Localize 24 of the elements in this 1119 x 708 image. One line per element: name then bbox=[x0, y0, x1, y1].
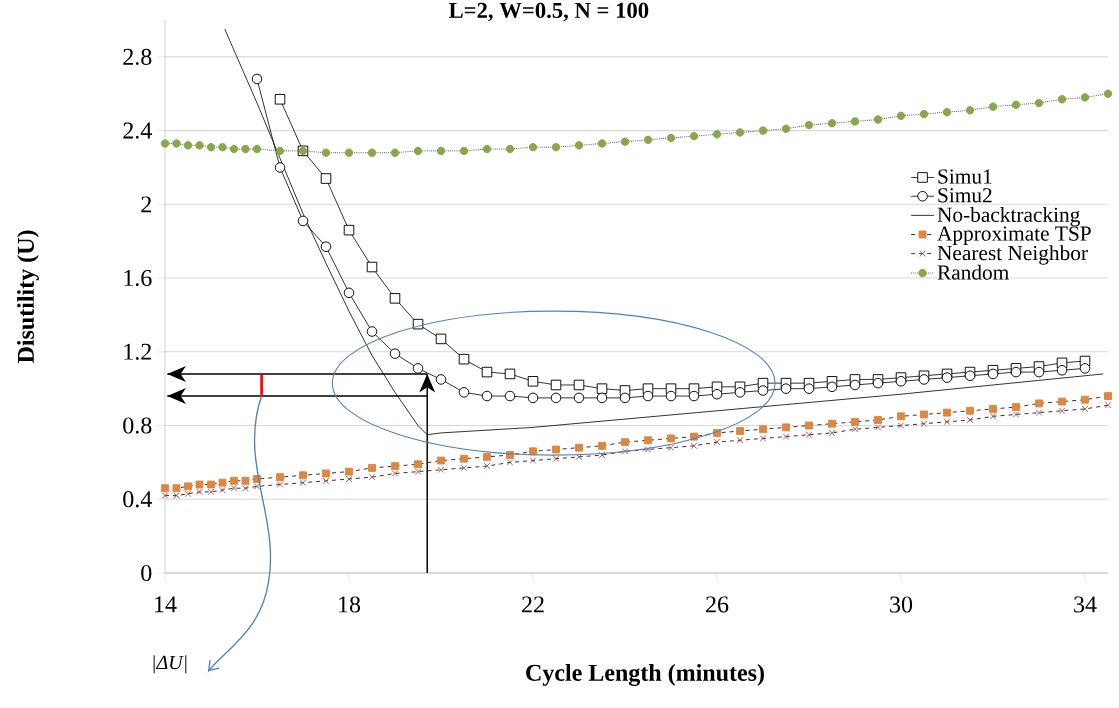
y-axis-title: Disutility (U) bbox=[17, 230, 39, 364]
y-tick-label: 2.4 bbox=[123, 122, 152, 139]
x-tick-label: 26 bbox=[706, 596, 729, 613]
y-tick-label: 2 bbox=[141, 196, 151, 213]
annotation: |ΔU| bbox=[153, 655, 187, 674]
x-tick-label: 22 bbox=[522, 596, 544, 613]
y-tick-label: 0.4 bbox=[123, 491, 152, 508]
x-tick-label: 14 bbox=[155, 596, 177, 613]
legend-label: Random bbox=[937, 264, 1009, 280]
x-tick-label: 34 bbox=[1074, 596, 1097, 613]
legend-label: Simu1 bbox=[938, 169, 992, 184]
x-axis-title: Cycle Length (minutes) bbox=[526, 663, 764, 686]
y-tick-label: 2.8 bbox=[123, 48, 152, 66]
chart-title: L=2, W=0.5, N = 100 bbox=[448, 2, 649, 22]
y-tick-label: 0.8 bbox=[123, 417, 152, 434]
y-tick-label: 1.2 bbox=[124, 343, 151, 360]
legend-label: Nearest Neighbor bbox=[937, 245, 1088, 265]
legend-label: Approximate TSP bbox=[937, 226, 1091, 246]
x-tick-label: 30 bbox=[890, 596, 913, 613]
y-tick-label: 1.6 bbox=[124, 269, 152, 287]
legend-label: No-backtracking bbox=[937, 206, 1080, 227]
legend-label: Simu2 bbox=[938, 188, 992, 203]
x-tick-label: 18 bbox=[339, 596, 361, 613]
y-tick-label: 0 bbox=[141, 564, 152, 582]
